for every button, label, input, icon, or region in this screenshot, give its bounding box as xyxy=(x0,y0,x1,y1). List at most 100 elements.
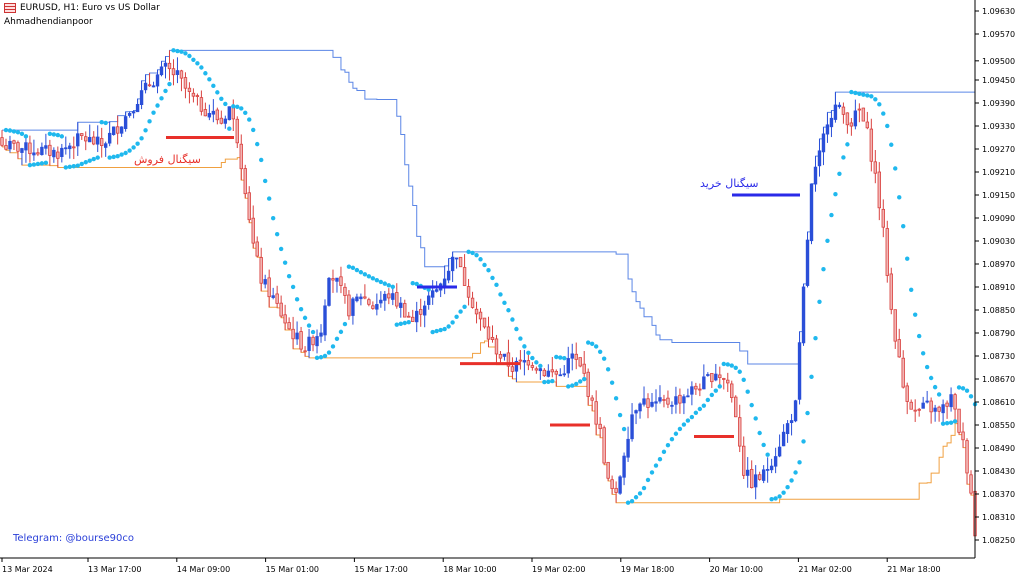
candle-body xyxy=(411,316,415,322)
candle-body xyxy=(28,142,32,155)
candle-body xyxy=(969,474,973,494)
psar-dot xyxy=(912,312,918,317)
psar-dot xyxy=(147,119,152,124)
psar-dot xyxy=(139,136,144,141)
psar-dot xyxy=(526,350,531,356)
psar-dot xyxy=(641,485,647,491)
time-tick-label: 13 Mar 17:00 xyxy=(88,565,141,574)
telegram-watermark: Telegram: @bourse90co xyxy=(13,533,134,544)
candle-body xyxy=(203,109,208,117)
psar-dot xyxy=(920,351,926,356)
candle-body xyxy=(395,292,399,307)
candle-body xyxy=(271,295,275,298)
candle-body xyxy=(710,373,714,383)
psar-dot xyxy=(613,396,619,401)
psar-dot xyxy=(689,414,695,420)
price-axis[interactable]: 1.09630 1.09570 1.09500 1.09450 1.09390 1.093… xyxy=(974,0,1015,558)
candle-body xyxy=(690,386,694,395)
psar-dot xyxy=(350,265,356,270)
candle-body xyxy=(48,144,52,156)
psar-dot xyxy=(574,381,579,387)
psar-dot xyxy=(733,365,738,371)
psar-dot xyxy=(255,141,260,147)
candle-body xyxy=(917,408,921,411)
psar-dot xyxy=(366,274,372,279)
psar-dot xyxy=(199,65,204,70)
candle-body xyxy=(139,90,144,105)
psar-dot xyxy=(23,134,29,139)
time-axis[interactable]: 13 Mar 2024 13 Mar 17:00 14 Mar 09:00 15 Ma… xyxy=(0,557,975,574)
psar-dot xyxy=(67,164,72,170)
psar-dot xyxy=(103,120,108,126)
indicator-name: Ahmadhendianpoor xyxy=(4,17,93,27)
psar-dot xyxy=(629,498,635,504)
psar-dot xyxy=(306,323,312,328)
candle-body xyxy=(64,147,68,150)
candle-body xyxy=(171,68,176,76)
psar-dot xyxy=(71,164,76,169)
psar-dot xyxy=(621,426,627,432)
psar-dot xyxy=(394,322,399,327)
candle-body xyxy=(929,400,933,413)
psar-dot xyxy=(522,344,527,349)
psar-dot xyxy=(314,355,320,361)
candle-body xyxy=(80,133,84,137)
candle-body xyxy=(945,402,949,407)
psar-dot xyxy=(956,385,962,390)
psar-dot xyxy=(270,215,276,221)
candle-body xyxy=(753,474,758,488)
psar-dot xyxy=(964,388,970,393)
psar-dot xyxy=(885,123,890,129)
psar-dot xyxy=(562,355,567,361)
candle-body xyxy=(99,138,104,146)
psar-dot xyxy=(123,150,128,156)
psar-dot xyxy=(785,485,790,490)
candle-body xyxy=(187,87,192,92)
candle-body xyxy=(155,74,160,87)
candle-body xyxy=(167,62,172,70)
candle-body xyxy=(506,352,511,367)
psar-dot xyxy=(865,93,870,98)
price-tick-label: 1.08610 xyxy=(982,398,1015,407)
psar-dot xyxy=(47,131,53,137)
psar-dot xyxy=(410,281,415,286)
psar-dot xyxy=(63,165,69,170)
psar-dot xyxy=(797,460,802,465)
psar-dot xyxy=(657,457,663,462)
psar-dot xyxy=(119,152,124,157)
candle-body xyxy=(335,277,339,282)
psar-dot xyxy=(203,71,208,76)
candle-body xyxy=(458,256,463,268)
candle-body xyxy=(446,270,451,281)
candle-body xyxy=(415,310,419,323)
candle-body xyxy=(339,276,343,286)
price-tick-label: 1.09030 xyxy=(982,237,1015,246)
candle-body xyxy=(901,357,905,388)
candle-body xyxy=(474,308,479,315)
candle-body xyxy=(315,336,319,347)
candle-body xyxy=(72,146,76,149)
psar-dot xyxy=(382,281,388,286)
candle-body xyxy=(542,369,547,377)
price-tick-label: 1.09630 xyxy=(982,7,1015,16)
candle-body xyxy=(889,273,893,310)
candle-body xyxy=(829,117,834,128)
psar-dot xyxy=(247,117,252,122)
price-tick-label: 1.09570 xyxy=(982,30,1015,39)
candle-body xyxy=(817,150,822,167)
psar-dot xyxy=(916,333,922,339)
psar-dot xyxy=(219,96,224,101)
psar-dot xyxy=(282,260,288,265)
candle-body xyxy=(211,110,216,115)
psar-dot xyxy=(741,377,746,382)
candle-body xyxy=(686,395,690,398)
psar-dot xyxy=(936,392,942,397)
psar-dot xyxy=(11,129,17,134)
psar-dot xyxy=(163,88,168,94)
psar-dot xyxy=(637,491,643,496)
psar-dot xyxy=(310,329,316,335)
candle-body xyxy=(678,394,682,404)
psar-dot xyxy=(83,160,88,165)
candle-body xyxy=(399,302,403,308)
